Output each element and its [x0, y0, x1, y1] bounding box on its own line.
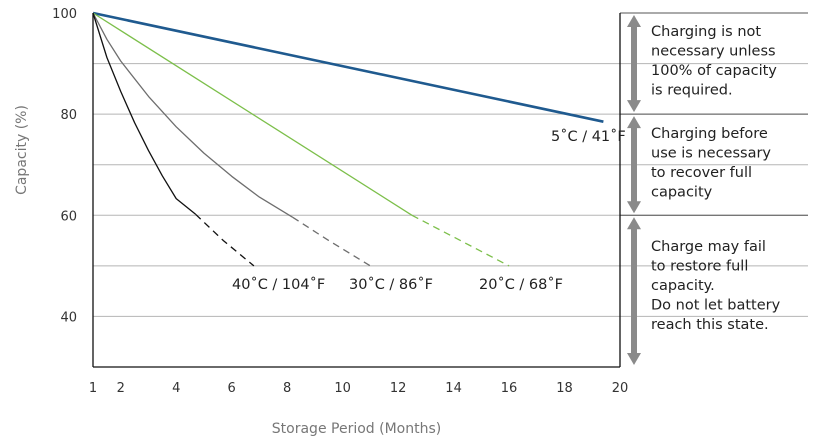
y-axis-label: Capacity (%) — [14, 105, 30, 195]
x-tick-label: 14 — [445, 381, 462, 396]
axes — [92, 13, 621, 368]
x-tick-label: 1 — [89, 381, 97, 396]
series-label: 20˚C / 68˚F — [479, 276, 563, 293]
zone-description: Charge may fail to restore full capacity. D… — [651, 239, 781, 333]
y-tick-label: 100 — [52, 7, 77, 22]
zone-description-line: is required. — [651, 83, 733, 99]
zone-description-line: 100% of capacity — [651, 63, 777, 79]
zone-arrow-head-down — [627, 201, 641, 214]
series-label: 40˚C / 104˚F — [232, 276, 325, 293]
series-line — [92, 12, 197, 215]
x-tick-label: 6 — [228, 381, 236, 396]
zone-annotations: Charging is not necessary unless 100% of c… — [627, 15, 781, 365]
x-tick-label: 18 — [556, 381, 573, 396]
series-label: 30˚C / 86˚F — [349, 276, 433, 293]
zone-arrow-head-up — [627, 116, 641, 129]
series-dashed-line — [411, 214, 510, 267]
series-line — [92, 12, 413, 216]
x-tick-label: 8 — [283, 381, 291, 396]
zone-arrow-head-down — [627, 100, 641, 113]
y-tick-label: 80 — [60, 108, 77, 123]
zone-description-line: use is necessary — [651, 146, 771, 162]
x-tick-label: 12 — [390, 381, 407, 396]
x-axis-label: Storage Period (Months) — [272, 421, 441, 437]
zone-description-line: Charging is not — [651, 24, 761, 40]
zone-description-line: to restore full — [651, 259, 748, 275]
x-tick-label: 2 — [117, 381, 125, 396]
zone-description: Charging before use is necessary to recove… — [651, 126, 771, 201]
series-line — [92, 11, 604, 123]
x-tick-label: 4 — [172, 381, 180, 396]
x-tick-label: 10 — [334, 381, 351, 396]
x-tick-label: 20 — [612, 381, 629, 396]
zone-description-line: reach this state. — [651, 317, 769, 333]
grid-lines — [93, 12, 808, 317]
series-dashed-line — [292, 216, 371, 267]
zone-arrow-head-up — [627, 217, 641, 230]
zone-description-line: Do not let battery — [651, 298, 781, 314]
zone-description: Charging is not necessary unless 100% of c… — [651, 24, 777, 99]
y-tick-label: 60 — [60, 209, 77, 224]
x-tick-label: 16 — [501, 381, 518, 396]
series-line — [92, 12, 294, 218]
zone-description-line: to recover full — [651, 165, 752, 181]
zone-description-line: Charge may fail — [651, 239, 766, 255]
zone-description-line: necessary unless — [651, 44, 776, 60]
series-label: 5˚C / 41˚F — [551, 128, 626, 145]
series-lines — [92, 11, 604, 267]
series-labels: 5˚C / 41˚F 20˚C / 68˚F 30˚C / 86˚F 40˚C / 1… — [232, 128, 626, 293]
y-tick-label: 40 — [60, 310, 77, 325]
series-dashed-line — [195, 213, 255, 267]
zone-description-line: Charging before — [651, 126, 768, 142]
zone-description-line: capacity — [651, 185, 713, 201]
zone-arrow-head-down — [627, 353, 641, 365]
zone-arrow-head-up — [627, 15, 641, 27]
zone-description-line: capacity. — [651, 278, 715, 294]
